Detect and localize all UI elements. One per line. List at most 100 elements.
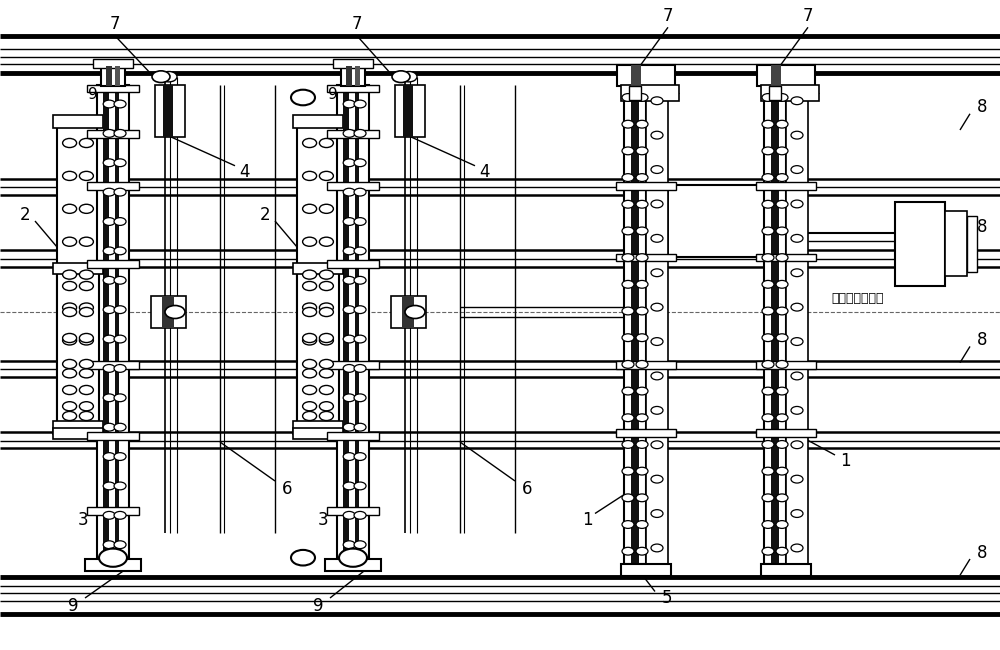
Circle shape: [622, 361, 634, 369]
Circle shape: [114, 394, 126, 402]
Circle shape: [79, 270, 93, 280]
Bar: [756, 429, 816, 437]
Circle shape: [319, 411, 333, 421]
Circle shape: [79, 385, 93, 395]
Circle shape: [651, 372, 663, 380]
Circle shape: [776, 494, 788, 502]
Bar: [617, 65, 675, 86]
Circle shape: [79, 237, 93, 246]
Circle shape: [354, 512, 366, 519]
Bar: [771, 65, 781, 86]
Circle shape: [636, 494, 648, 502]
Circle shape: [622, 441, 634, 448]
Circle shape: [99, 549, 127, 567]
Bar: [391, 296, 426, 328]
Bar: [616, 361, 676, 369]
Circle shape: [762, 174, 774, 181]
Circle shape: [79, 307, 93, 317]
Circle shape: [319, 303, 333, 312]
Circle shape: [354, 423, 366, 431]
Circle shape: [791, 304, 803, 311]
Text: 9: 9: [313, 597, 323, 615]
Circle shape: [791, 337, 803, 345]
Circle shape: [622, 200, 634, 208]
Bar: [621, 84, 679, 101]
Bar: [163, 84, 173, 136]
Circle shape: [303, 270, 317, 280]
Circle shape: [354, 394, 366, 402]
Circle shape: [636, 521, 648, 528]
Circle shape: [114, 306, 126, 313]
Circle shape: [319, 270, 333, 280]
Circle shape: [392, 71, 410, 83]
Circle shape: [791, 510, 803, 517]
Circle shape: [114, 159, 126, 166]
Circle shape: [354, 482, 366, 490]
Circle shape: [636, 94, 648, 101]
Circle shape: [791, 97, 803, 105]
Circle shape: [622, 94, 634, 101]
Circle shape: [622, 120, 634, 128]
Circle shape: [354, 218, 366, 226]
Circle shape: [343, 188, 355, 196]
Circle shape: [63, 237, 77, 246]
Circle shape: [622, 521, 634, 528]
Circle shape: [114, 335, 126, 343]
Circle shape: [622, 174, 634, 181]
Circle shape: [103, 335, 115, 343]
Bar: [757, 65, 815, 86]
Circle shape: [776, 361, 788, 369]
Circle shape: [319, 237, 333, 246]
Circle shape: [319, 336, 333, 345]
Bar: [631, 65, 641, 86]
Circle shape: [776, 334, 788, 342]
Circle shape: [636, 254, 648, 261]
Circle shape: [103, 365, 115, 372]
Circle shape: [791, 269, 803, 277]
Text: 3: 3: [318, 511, 328, 529]
Bar: [53, 115, 103, 128]
Circle shape: [622, 147, 634, 155]
Bar: [97, 84, 129, 564]
Circle shape: [114, 100, 126, 108]
Bar: [761, 564, 811, 576]
Circle shape: [762, 94, 774, 101]
Circle shape: [622, 334, 634, 342]
Bar: [297, 273, 339, 429]
Circle shape: [776, 254, 788, 261]
Text: 离合器连接锤机: 离合器连接锤机: [832, 292, 884, 306]
Bar: [355, 84, 359, 564]
Circle shape: [291, 550, 315, 566]
Circle shape: [354, 335, 366, 343]
Bar: [327, 84, 379, 92]
Text: 7: 7: [352, 15, 362, 33]
Circle shape: [776, 414, 788, 422]
Circle shape: [343, 482, 355, 490]
Circle shape: [343, 394, 355, 402]
Bar: [333, 58, 373, 68]
Bar: [343, 84, 349, 564]
Circle shape: [79, 369, 93, 378]
Circle shape: [405, 306, 425, 318]
Circle shape: [762, 387, 774, 395]
Circle shape: [103, 423, 115, 431]
Circle shape: [762, 200, 774, 208]
Circle shape: [791, 131, 803, 139]
Circle shape: [636, 120, 648, 128]
Circle shape: [762, 307, 774, 315]
Circle shape: [63, 402, 77, 411]
Circle shape: [651, 235, 663, 242]
Circle shape: [161, 72, 177, 82]
Bar: [764, 84, 786, 564]
Bar: [87, 432, 139, 440]
Circle shape: [354, 159, 366, 166]
Circle shape: [79, 359, 93, 369]
Circle shape: [103, 129, 115, 137]
Circle shape: [636, 174, 648, 181]
Circle shape: [791, 406, 803, 414]
Circle shape: [762, 547, 774, 555]
Circle shape: [776, 307, 788, 315]
Bar: [85, 559, 141, 571]
Bar: [621, 564, 671, 576]
Bar: [355, 66, 360, 86]
